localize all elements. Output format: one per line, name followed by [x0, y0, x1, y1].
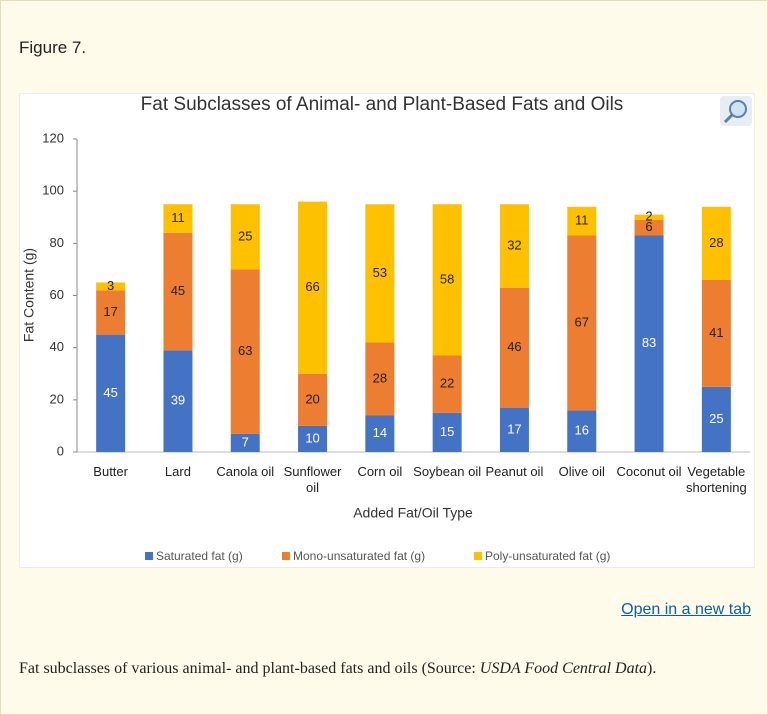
x-tick-label: Peanut oil [485, 464, 544, 479]
caption-source: USDA Food Central Data [479, 660, 648, 677]
y-tick-label: 20 [50, 391, 64, 406]
bar-segment [432, 204, 462, 356]
value-label: 10 [305, 430, 319, 445]
chart: Fat Subclasses of Animal- and Plant-Base… [21, 94, 752, 563]
value-label: 6 [645, 219, 652, 234]
bar-segment [298, 373, 328, 426]
bar-segment [163, 204, 193, 233]
bar-segment [499, 204, 529, 288]
chart-box: Fat Subclasses of Animal- and Plant-Base… [19, 93, 755, 568]
y-tick-label: 100 [42, 183, 64, 198]
x-tick-label: Soybean oil [413, 464, 482, 479]
caption: Fat subclasses of various animal- and pl… [19, 660, 656, 678]
bar-segment [96, 334, 126, 452]
bar-segment [163, 232, 193, 351]
x-tick-label: Olive oil [558, 464, 605, 479]
bar-segment [230, 269, 260, 434]
legend-label: Poly-unsaturated fat (g) [485, 549, 610, 563]
y-axis-title: Fat Content (g) [21, 248, 37, 342]
figure-label: Figure 7. [19, 38, 87, 57]
value-label: 63 [238, 343, 252, 358]
x-tick-label: Canola oil [216, 464, 275, 479]
bar-segment [432, 412, 462, 452]
bar-segment [163, 350, 193, 452]
value-label: 46 [507, 339, 521, 354]
bar-segment [567, 410, 597, 452]
legend-label: Mono-unsaturated fat (g) [293, 549, 425, 563]
bar-segment [499, 407, 529, 452]
value-label: 14 [373, 425, 387, 440]
x-tick-label: Butter [93, 464, 128, 479]
value-label: 83 [642, 335, 656, 350]
y-tick-label: 80 [50, 235, 64, 250]
bar-segment [567, 235, 597, 411]
legend-swatch [145, 552, 153, 560]
bar-segment [365, 342, 395, 416]
bar-segment [96, 282, 126, 291]
value-label: 3 [107, 278, 114, 293]
caption-text: Fat subclasses of various animal- and pl… [19, 660, 480, 677]
bar-segment [567, 206, 597, 236]
caption-text: ). [647, 660, 657, 677]
bar-segment [701, 386, 731, 452]
zoom-icon[interactable] [720, 96, 752, 126]
legend-swatch [282, 552, 290, 560]
x-axis-title: Added Fat/Oil Type [353, 505, 473, 521]
bar-segment [634, 235, 664, 452]
value-label: 16 [575, 423, 589, 438]
value-label: 28 [709, 235, 723, 250]
value-label: 39 [171, 393, 185, 408]
chart-title: Fat Subclasses of Animal- and Plant-Base… [141, 94, 624, 115]
value-label: 7 [242, 434, 249, 449]
value-label: 22 [440, 376, 454, 391]
bar-segment [432, 355, 462, 413]
value-label: 17 [103, 304, 117, 319]
value-label: 28 [373, 370, 387, 385]
value-label: 45 [103, 385, 117, 400]
x-tick-label: Lard [164, 464, 191, 479]
bar-segment [701, 206, 731, 280]
x-tick-label: Sunflower oil [283, 464, 342, 495]
bar-segment [499, 287, 529, 408]
value-label: 25 [238, 228, 252, 243]
legend-label: Saturated fat (g) [156, 549, 243, 563]
y-tick-label: 40 [50, 339, 64, 354]
value-label: 20 [305, 391, 319, 406]
value-label: 17 [507, 421, 521, 436]
bar-segment [96, 290, 126, 335]
value-label: 11 [575, 213, 589, 228]
bar-segment [634, 219, 664, 236]
bar-segment [230, 204, 260, 270]
value-label: 41 [709, 325, 723, 340]
y-tick-label: 0 [57, 443, 64, 458]
value-label: 15 [440, 424, 454, 439]
bar-segment [634, 214, 664, 220]
y-tick-label: 120 [42, 130, 64, 145]
value-label: 32 [507, 237, 521, 252]
open-link[interactable]: Open in a new tab [621, 601, 751, 618]
bar-segment [298, 201, 328, 374]
bar-segment [365, 204, 395, 343]
x-tick-label: Coconut oil [616, 464, 682, 479]
legend-swatch [474, 552, 482, 560]
bar-segment [365, 415, 395, 452]
value-label: 58 [440, 271, 454, 286]
x-tick-label: Corn oil [357, 464, 403, 479]
value-label: 53 [373, 265, 387, 280]
y-tick-label: 60 [50, 287, 64, 302]
value-label: 66 [305, 279, 319, 294]
x-tick-label: Vegetable shortening [685, 464, 747, 495]
value-label: 25 [709, 411, 723, 426]
bar-segment [298, 425, 328, 452]
bar-segment [701, 279, 731, 387]
value-label: 11 [171, 210, 185, 225]
value-label: 2 [645, 209, 652, 224]
bar-segment [230, 433, 260, 452]
value-label: 67 [575, 314, 589, 329]
value-label: 45 [171, 283, 185, 298]
